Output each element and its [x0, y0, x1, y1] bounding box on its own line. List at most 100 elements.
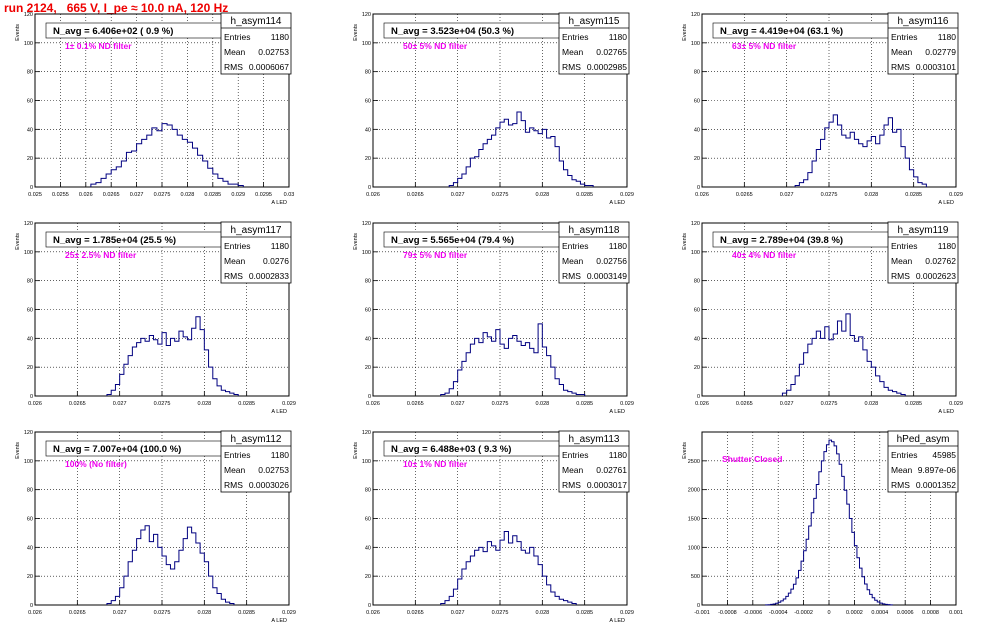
- stats-box: [220, 430, 292, 493]
- stats-value: 0.0001352: [916, 480, 956, 490]
- x-axis-label: A LED: [271, 409, 287, 415]
- stats-value: 0.0003026: [249, 480, 289, 490]
- stats-name: h_asym114: [231, 16, 282, 27]
- x-tick-label: 0.028: [864, 192, 878, 198]
- y-tick-label: 80: [365, 70, 371, 76]
- y-axis-label: Events: [682, 233, 688, 250]
- x-tick-label: 0.028: [197, 610, 211, 616]
- stats-value: 1180: [938, 241, 957, 251]
- stats-label: Entries: [891, 450, 917, 460]
- y-tick-label: 500: [691, 574, 700, 580]
- y-tick-label: 60: [365, 517, 371, 523]
- x-tick-label: 0: [827, 610, 830, 616]
- histogram-title: N_avg = 3.523e+04 (50.3 %): [391, 26, 514, 37]
- stats-name: h_asym117: [231, 225, 282, 236]
- stats-name: h_asym118: [569, 225, 620, 236]
- y-tick-label: 120: [362, 430, 371, 436]
- x-tick-label: 0.026: [695, 192, 709, 198]
- y-tick-label: 0: [368, 185, 371, 191]
- y-tick-label: 40: [694, 127, 700, 133]
- filter-note: 100% (No filter): [65, 459, 127, 469]
- y-tick-label: 40: [365, 336, 371, 342]
- stats-label: RMS: [562, 271, 581, 281]
- y-tick-label: 80: [694, 70, 700, 76]
- x-tick-label: 0.029: [620, 610, 634, 616]
- filter-note: 25± 2.5% ND filter: [65, 250, 137, 260]
- stats-label: RMS: [891, 271, 910, 281]
- x-tick-label: 0.026: [79, 192, 93, 198]
- stats-name: h_asym115: [569, 16, 620, 27]
- x-tick-label: 0.0285: [238, 610, 255, 616]
- y-tick-label: 40: [27, 545, 33, 551]
- y-tick-label: 120: [691, 12, 700, 18]
- stats-label: Mean: [891, 47, 913, 57]
- histogram-title: N_avg = 6.488e+03 ( 9.3 %): [391, 444, 511, 455]
- filter-note: Shutter Closed: [722, 454, 782, 464]
- histogram-series: [794, 114, 927, 187]
- x-tick-label: 0.0285: [905, 192, 922, 198]
- histogram-panel-h_asym115: 0.026 0.0265 0.027 0.0275 0.028 0.0285 0.029 0 2…: [353, 12, 634, 206]
- y-tick-label: 0: [697, 603, 700, 609]
- filter-note: 50± 5% ND filter: [403, 41, 468, 51]
- y-tick-label: 60: [365, 99, 371, 105]
- stats-label: Mean: [224, 47, 246, 57]
- stats-value: 1180: [609, 32, 628, 42]
- y-tick-label: 2000: [688, 488, 700, 494]
- stats-value: 0.0003149: [587, 271, 627, 281]
- histogram-series: [781, 313, 906, 396]
- stats-name: hPed_asym: [897, 434, 950, 445]
- y-tick-label: 20: [365, 156, 371, 162]
- stats-value: 1180: [271, 241, 290, 251]
- y-tick-label: 60: [694, 308, 700, 314]
- x-tick-label: 0.0265: [407, 401, 424, 407]
- x-tick-label: 0.0002: [846, 610, 863, 616]
- x-axis-label: A LED: [609, 200, 625, 206]
- stats-value: 1180: [609, 450, 628, 460]
- filter-note: 40± 4% ND filter: [732, 250, 797, 260]
- histogram-panel-h_asym112: 0.026 0.0265 0.027 0.0275 0.028 0.0285 0.029 0 2…: [15, 430, 296, 622]
- y-tick-label: 120: [691, 221, 700, 227]
- stats-label: Mean: [562, 256, 584, 266]
- x-tick-label: 0.029: [231, 192, 245, 198]
- x-tick-label: 0.027: [451, 610, 465, 616]
- x-tick-label: 0.0275: [492, 610, 509, 616]
- y-tick-label: 20: [694, 156, 700, 162]
- x-axis-label: A LED: [271, 618, 287, 622]
- stats-label: Mean: [224, 465, 246, 475]
- y-axis-label: Events: [353, 233, 359, 250]
- x-tick-label: 0.026: [366, 192, 380, 198]
- filter-note: 1± 0.1% ND filter: [65, 41, 132, 51]
- x-tick-label: 0.029: [949, 401, 963, 407]
- run-title: run 2124, 665 V, I_pe ≈ 10.0 nA, 120 Hz: [4, 1, 229, 15]
- x-tick-label: 0.0275: [154, 610, 171, 616]
- histogram-panel-hPed_asym: -0.001 -0.0008 -0.0006 -0.0004 -0.0002 0 0.000…: [682, 430, 963, 616]
- y-tick-label: 120: [24, 12, 33, 18]
- stats-value: 0.0002985: [587, 62, 627, 72]
- stats-name: h_asym113: [569, 434, 620, 445]
- y-tick-label: 100: [362, 459, 371, 465]
- x-tick-label: 0.029: [620, 401, 634, 407]
- y-axis-label: Events: [15, 233, 21, 250]
- x-tick-label: 0.028: [864, 401, 878, 407]
- stats-value: 0.0003017: [587, 480, 627, 490]
- stats-label: RMS: [224, 271, 243, 281]
- stats-label: Entries: [224, 450, 250, 460]
- x-tick-label: 0.001: [949, 610, 963, 616]
- stats-box: [220, 221, 292, 284]
- y-tick-label: 40: [694, 336, 700, 342]
- x-tick-label: 0.028: [197, 401, 211, 407]
- stats-label: Entries: [562, 32, 588, 42]
- histogram-panel-h_asym116: 0.026 0.0265 0.027 0.0275 0.028 0.0285 0.029 0 2…: [682, 12, 963, 206]
- histogram-panel-h_asym114: 0.025 0.0255 0.026 0.0265 0.027 0.0275 0.028 0.…: [15, 12, 294, 206]
- y-tick-label: 100: [24, 250, 33, 256]
- stats-name: h_asym119: [898, 225, 949, 236]
- y-tick-label: 80: [365, 488, 371, 494]
- histogram-title: N_avg = 2.789e+04 (39.8 %): [720, 235, 843, 246]
- x-tick-label: 0.0265: [69, 610, 86, 616]
- stats-value: 0.0002623: [916, 271, 956, 281]
- y-tick-label: 60: [27, 517, 33, 523]
- stats-value: 0.0002833: [249, 271, 289, 281]
- x-tick-label: 0.029: [620, 192, 634, 198]
- x-axis-label: A LED: [938, 200, 954, 206]
- x-tick-label: 0.0285: [576, 401, 593, 407]
